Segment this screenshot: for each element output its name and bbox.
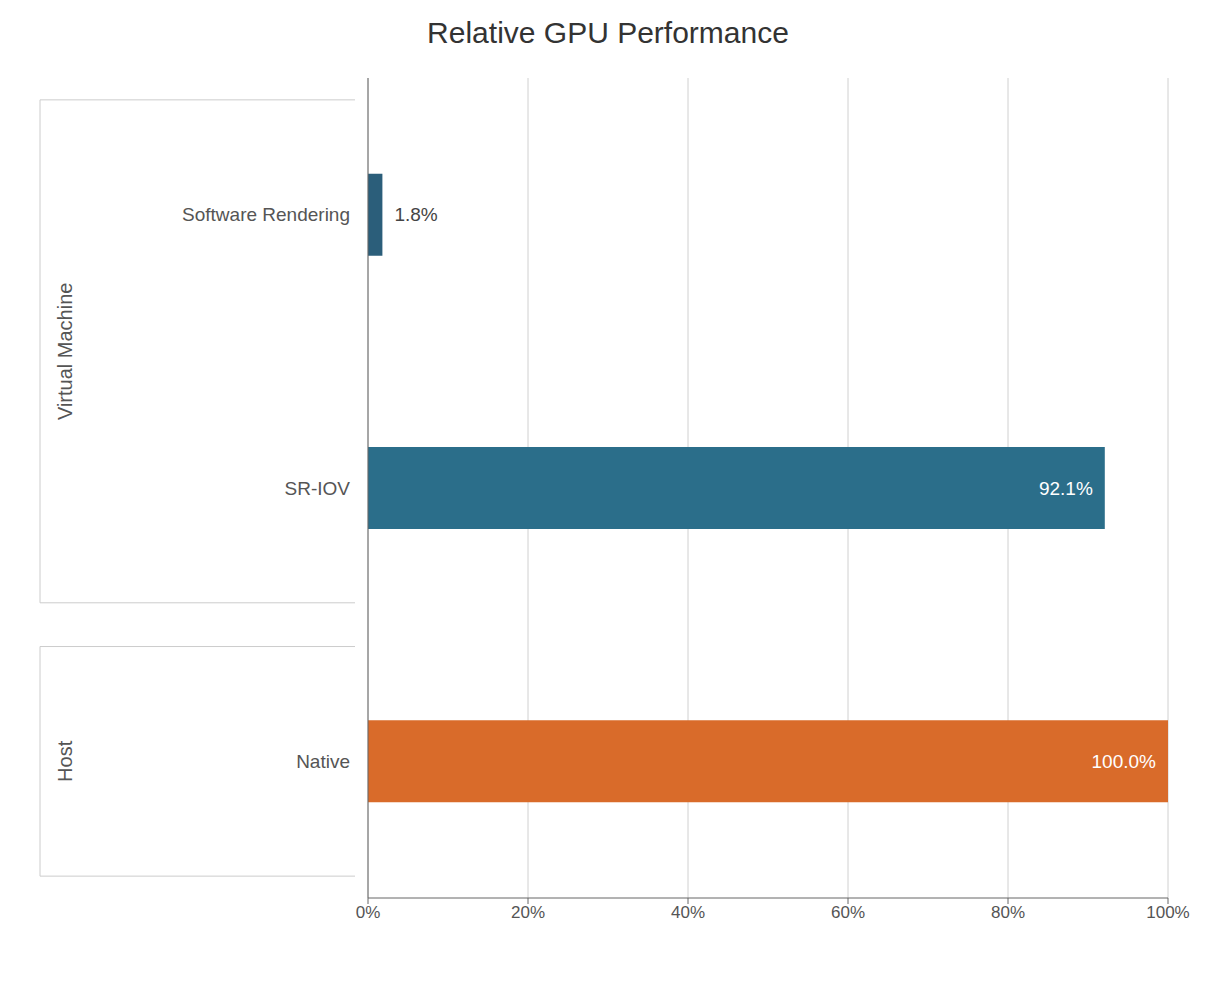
svg-text:100%: 100% — [1146, 903, 1189, 922]
svg-text:92.1%: 92.1% — [1039, 478, 1093, 499]
svg-text:Software Rendering: Software Rendering — [182, 204, 350, 225]
svg-text:Native: Native — [296, 751, 350, 772]
svg-text:80%: 80% — [991, 903, 1025, 922]
svg-text:20%: 20% — [511, 903, 545, 922]
svg-text:100.0%: 100.0% — [1092, 751, 1157, 772]
svg-text:SR-IOV: SR-IOV — [285, 478, 351, 499]
svg-text:Virtual Machine: Virtual Machine — [54, 283, 76, 420]
svg-text:0%: 0% — [356, 903, 381, 922]
svg-text:1.8%: 1.8% — [394, 204, 437, 225]
html-text:Relative GPU Performance: Relative GPU Performance — [427, 16, 789, 49]
svg-text:Host: Host — [54, 740, 76, 782]
svg-text:60%: 60% — [831, 903, 865, 922]
svg-text:40%: 40% — [671, 903, 705, 922]
